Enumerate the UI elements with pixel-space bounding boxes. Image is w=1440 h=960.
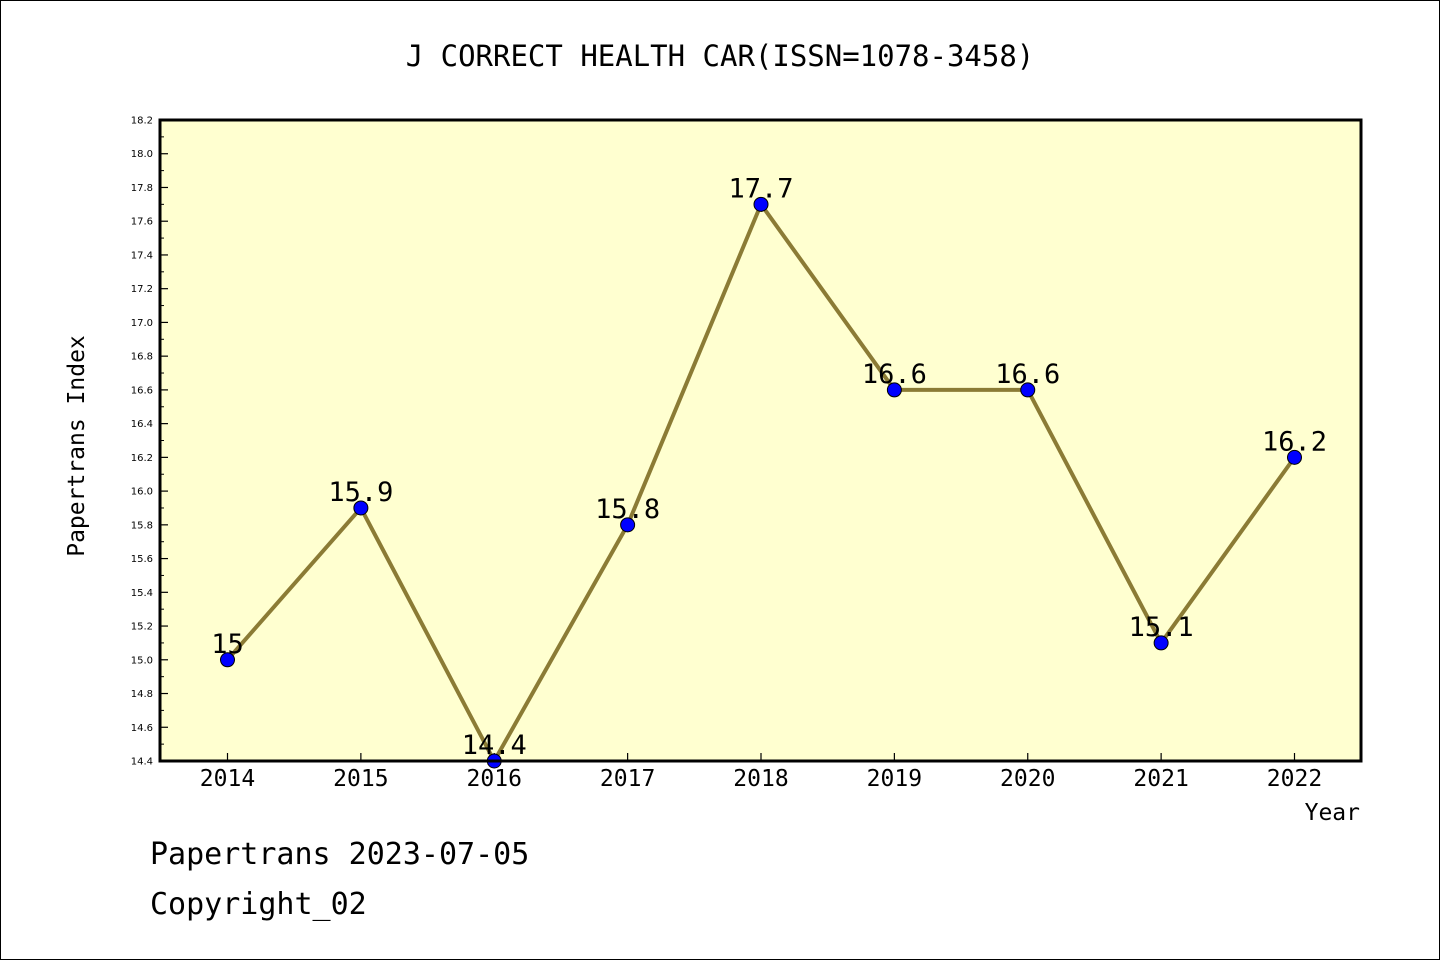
y-tick-label: 17.6: [131, 217, 153, 228]
data-point: [1287, 449, 1302, 465]
plot-area: [160, 120, 1361, 761]
data-point: [1153, 635, 1169, 651]
x-tick-label: 2016: [467, 766, 522, 792]
data-point: [220, 652, 235, 668]
x-tick-label: 2017: [600, 766, 655, 792]
x-tick-label: 2021: [1133, 766, 1188, 792]
y-tick-label: 17.4: [131, 250, 153, 261]
y-tick-label: 14.6: [131, 723, 153, 734]
series-group: 15 15.9 14.4 15.8 17.7 16.6 16.6 15.1 16.2: [211, 173, 1327, 769]
y-tick-label: 15.0: [131, 655, 153, 666]
x-tick-label: 2014: [200, 766, 255, 792]
y-axis: 14.4 14.6 14.8 15.0 15.2 15.4 15.6 15.8 16.0 16.2…: [131, 116, 168, 768]
y-tick-label: 16.8: [131, 352, 153, 363]
data-point: [886, 382, 902, 398]
plot-border: [158, 118, 1363, 763]
y-tick-label: 17.2: [131, 284, 153, 295]
y-tick-label: 14.8: [131, 689, 153, 700]
y-tick-label: 17.8: [131, 183, 153, 194]
x-tick-label: 2020: [1000, 766, 1055, 792]
x-tick-label: 2022: [1267, 766, 1322, 792]
x-axis: 2014 2015 2016 2017 2018 2019 2020 2021 2022: [200, 753, 1322, 792]
x-tick-label: 2018: [733, 766, 788, 792]
y-tick-label: 16.6: [131, 385, 153, 396]
data-label: 17.7: [728, 173, 793, 204]
data-label: 15: [211, 629, 244, 660]
data-point: [753, 196, 769, 212]
data-label: 16.2: [1262, 426, 1327, 457]
x-tick-label: 2015: [333, 766, 388, 792]
data-point: [353, 500, 369, 516]
x-axis-label: Year: [1305, 800, 1360, 826]
data-label: 16.6: [862, 359, 927, 390]
data-label: 15.8: [595, 494, 660, 525]
data-point: [1020, 382, 1036, 398]
footer-date: Papertrans 2023-07-05: [150, 837, 529, 872]
y-axis-label: Papertrans Index: [64, 335, 90, 557]
data-point: [620, 517, 636, 533]
x-tick-label: 2019: [867, 766, 922, 792]
data-label: 16.6: [995, 359, 1060, 390]
y-tick-label: 15.6: [131, 554, 153, 565]
y-tick-label: 16.4: [131, 419, 153, 430]
chart-title: J CORRECT HEALTH CAR(ISSN=1078-3458): [406, 39, 1035, 73]
y-tick-label: 14.4: [131, 757, 153, 768]
footer-copyright: Copyright_02: [150, 887, 367, 922]
y-tick-label: 17.0: [131, 318, 153, 329]
data-label: 15.9: [328, 477, 393, 508]
y-tick-label: 15.4: [131, 588, 153, 599]
y-tick-label: 18.2: [131, 116, 153, 127]
y-tick-label: 15.8: [131, 520, 153, 531]
y-tick-label: 18.0: [131, 149, 153, 160]
y-tick-label: 16.0: [131, 487, 153, 498]
data-label: 15.1: [1129, 612, 1194, 643]
y-tick-label: 16.2: [131, 453, 153, 464]
data-label: 14.4: [462, 730, 527, 761]
y-tick-label: 15.2: [131, 622, 153, 633]
